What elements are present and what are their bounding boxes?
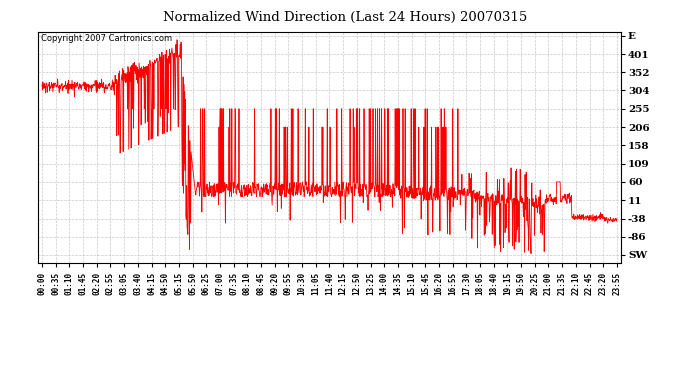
- Text: Normalized Wind Direction (Last 24 Hours) 20070315: Normalized Wind Direction (Last 24 Hours…: [163, 11, 527, 24]
- Text: Copyright 2007 Cartronics.com: Copyright 2007 Cartronics.com: [41, 34, 172, 43]
